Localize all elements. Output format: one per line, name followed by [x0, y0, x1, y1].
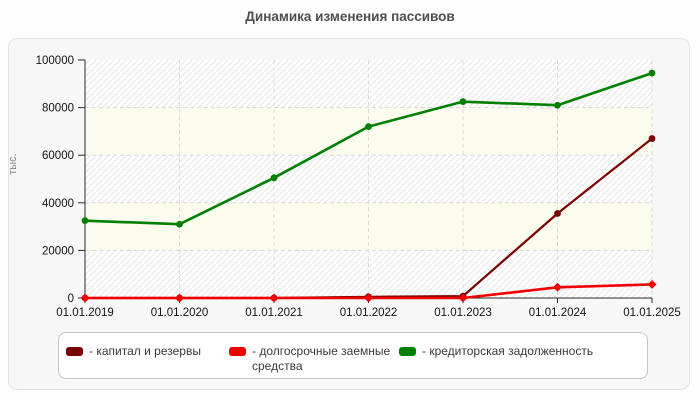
x-tick-label: 01.01.2022 — [340, 307, 398, 319]
y-tick-label: 20000 — [42, 245, 74, 257]
legend-label: - долгосрочные заемные средства — [252, 344, 404, 374]
y-tick-label: 0 — [68, 293, 74, 305]
legend-item-accounts-payable: - кредиторская задолженность — [399, 344, 593, 359]
y-tick-label: 40000 — [42, 198, 74, 210]
data-point — [80, 293, 90, 303]
data-point — [458, 293, 468, 303]
legend-dash: - — [252, 344, 256, 358]
chart-title: Динамика изменения пассивов — [245, 9, 455, 24]
y-tick-label: 80000 — [42, 103, 74, 115]
y-axis-unit-label: тыс. — [7, 153, 19, 175]
data-point — [270, 174, 278, 182]
data-point — [648, 135, 656, 142]
data-point — [554, 101, 561, 109]
legend-swatch-maroon — [66, 347, 83, 356]
y-tick-label: 100000 — [36, 55, 74, 67]
x-tick-label: 01.01.2019 — [56, 307, 114, 319]
x-tick-label: 01.01.2021 — [245, 307, 303, 319]
data-point — [553, 282, 562, 292]
legend-label: - капитал и резервы — [89, 344, 201, 359]
y-tick-label: 60000 — [42, 150, 74, 162]
legend-label: - кредиторская задолженность — [422, 344, 593, 359]
data-point — [81, 217, 89, 225]
data-point — [459, 98, 467, 106]
data-point — [269, 293, 279, 303]
x-tick-label: 01.01.2024 — [529, 307, 587, 319]
data-point — [648, 69, 656, 77]
x-tick-label: 01.01.2023 — [434, 307, 492, 319]
legend-series-name: долгосрочные заемные средства — [252, 344, 391, 373]
data-point — [364, 293, 373, 303]
data-point — [554, 210, 561, 217]
legend-swatch-green — [399, 347, 416, 356]
data-point — [176, 220, 183, 228]
legend-dash: - — [89, 344, 93, 358]
data-point — [175, 293, 184, 303]
data-point — [647, 280, 657, 289]
data-point — [365, 123, 372, 131]
legend-series-name: капитал и резервы — [96, 344, 201, 358]
legend-swatch-red — [229, 347, 246, 356]
legend: - капитал и резервы - долгосрочные заемн… — [58, 332, 648, 379]
legend-item-long-term-borrowed-funds: - долгосрочные заемные средства — [229, 344, 404, 374]
legend-series-name: кредиторская задолженность — [429, 344, 594, 358]
x-tick-label: 01.01.2025 — [623, 307, 681, 319]
chart-plot: 0 20000 40000 60000 80000 100000 01.01.2019 01.… — [36, 55, 681, 319]
legend-dash: - — [422, 344, 426, 358]
legend-item-capital-and-reserves: - капитал и резервы — [66, 344, 201, 359]
x-tick-label: 01.01.2020 — [151, 307, 209, 319]
